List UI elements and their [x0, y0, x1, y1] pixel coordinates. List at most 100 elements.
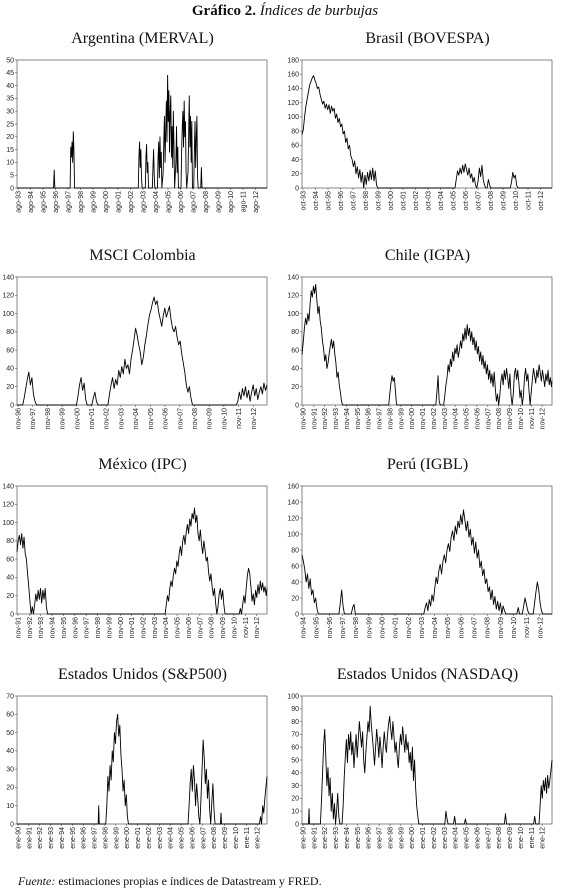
- x-tick-label: ene-97: [377, 827, 384, 849]
- y-tick-label: 60: [6, 347, 14, 354]
- plot-frame: [16, 59, 268, 189]
- x-tick-label: ene-10: [518, 827, 525, 849]
- y-tick-label: 140: [2, 483, 14, 490]
- x-tick-label: ago-96: [53, 191, 60, 213]
- x-tick-label: ene-01: [135, 827, 142, 849]
- y-tick-label: 30: [291, 783, 299, 790]
- series-line: [16, 507, 268, 615]
- x-tick-label: nov-04: [133, 408, 140, 430]
- y-tick-label: 0: [10, 402, 14, 409]
- chart-panel-brasil: Brasil (BOVESPA) 0 20 40 60 80 100 120 140 160 18…: [285, 30, 570, 240]
- y-tick-label: 180: [287, 57, 299, 64]
- x-tick-label: oct-08: [488, 191, 495, 211]
- x-tick-label: nov-03: [442, 408, 449, 430]
- x-tick-label: ene-90: [301, 827, 308, 849]
- x-tick-label: ene-09: [222, 827, 229, 849]
- x-tick-label: nov-10: [518, 408, 525, 430]
- x-tick-label: ene-96: [81, 827, 88, 849]
- x-tick-label: ago-97: [66, 191, 73, 213]
- plot-frame: [301, 485, 553, 615]
- y-tick-label: 60: [291, 143, 299, 150]
- x-tick-label: ago-06: [178, 191, 185, 213]
- y-tick-label: 100: [287, 693, 299, 700]
- x-tick-label: nov-10: [231, 617, 238, 639]
- chart-title: México (IPC): [98, 456, 187, 473]
- y-tick-label: 30: [6, 766, 14, 773]
- x-tick-label: nov-01: [393, 617, 400, 639]
- y-tick-label: 60: [291, 745, 299, 752]
- x-tick-label: nov-98: [387, 408, 394, 430]
- figure-source: Fuente: estimaciones propias e índices d…: [18, 874, 322, 889]
- x-tick-label: nov-91: [16, 617, 23, 639]
- x-tick-label: ene-91: [26, 827, 33, 849]
- y-tick-label: 100: [287, 114, 299, 121]
- series-line: [302, 705, 553, 825]
- y-tick-label: 40: [6, 575, 14, 582]
- y-tick-label: 20: [291, 796, 299, 803]
- x-tick-label: ago-02: [128, 191, 135, 213]
- chart-svg: 0 10 20 30 40 50 60 70 ene-90 ene-91 ene-92 ene-93 e…: [6, 693, 268, 849]
- x-tick-label: ago-07: [191, 191, 198, 213]
- x-tick-label: ene-98: [102, 827, 109, 849]
- x-tick-label: oct-10: [513, 191, 520, 211]
- x-tick-label: nov-00: [118, 617, 125, 639]
- x-tick-label: nov-97: [340, 617, 347, 639]
- x-tick-label: nov-06: [186, 617, 193, 639]
- y-tick-label: 40: [6, 83, 14, 90]
- x-tick-label: nov-98: [45, 408, 52, 430]
- x-tick-label: oct-11: [526, 191, 533, 210]
- x-tick-label: ago-05: [166, 191, 173, 213]
- x-tick-label: ene-93: [333, 827, 340, 849]
- x-tick-label: ene-09: [507, 827, 514, 849]
- x-tick-label: nov-90: [301, 408, 308, 430]
- x-tick-label: oct-97: [351, 191, 358, 211]
- x-tick-label: nov-12: [540, 408, 547, 430]
- y-tick-label: 0: [10, 611, 14, 618]
- x-tick-label: nov-03: [118, 408, 125, 430]
- y-tick-label: 140: [287, 274, 299, 281]
- x-tick-label: ene-06: [189, 827, 196, 849]
- x-tick-label: ene-01: [420, 827, 427, 849]
- x-tick-label: nov-12: [537, 617, 544, 639]
- x-tick-label: nov-04: [163, 617, 170, 639]
- x-tick-label: nov-99: [106, 617, 113, 639]
- x-tick-label: nov-98: [353, 617, 360, 639]
- x-tick-label: ene-12: [255, 827, 262, 849]
- y-tick-label: 50: [6, 57, 14, 64]
- y-tick-label: 35: [6, 96, 14, 103]
- x-tick-label: ene-06: [474, 827, 481, 849]
- x-tick-label: nov-95: [61, 617, 68, 639]
- x-tick-label: oct-98: [363, 191, 370, 211]
- x-tick-label: ene-00: [409, 827, 416, 849]
- y-tick-label: 80: [291, 719, 299, 726]
- y-tick-label: 10: [291, 809, 299, 816]
- x-tick-label: ene-10: [233, 827, 240, 849]
- series-line: [17, 74, 267, 189]
- x-tick-label: nov-00: [409, 408, 416, 430]
- x-tick-label: ene-97: [92, 827, 99, 849]
- x-tick-label: nov-12: [254, 617, 261, 639]
- y-tick-label: 0: [10, 821, 14, 828]
- x-tick-label: ene-93: [48, 827, 55, 849]
- x-tick-label: ene-00: [124, 827, 131, 849]
- x-tick-label: ago-03: [141, 191, 148, 213]
- y-tick-label: 10: [6, 160, 14, 167]
- source-label: Fuente:: [18, 874, 56, 888]
- x-tick-label: ene-92: [37, 827, 44, 849]
- x-tick-label: ago-95: [41, 191, 48, 213]
- x-tick-label: nov-99: [366, 617, 373, 639]
- y-tick-label: 160: [287, 483, 299, 490]
- x-tick-label: nov-03: [419, 617, 426, 639]
- y-tick-label: 60: [6, 712, 14, 719]
- x-tick-label: ago-98: [78, 191, 85, 213]
- y-tick-label: 140: [2, 274, 14, 281]
- x-tick-label: oct-95: [326, 191, 333, 211]
- x-tick-label: oct-99: [376, 191, 383, 211]
- x-tick-label: ago-08: [203, 191, 210, 213]
- y-tick-label: 80: [6, 329, 14, 336]
- chart-svg: 0 5 10 15 20 25 30 35 40 45 50 ago-93 ago-94 ago-95 ag…: [6, 57, 268, 213]
- x-tick-label: nov-07: [177, 408, 184, 430]
- chart-svg: 0 10 20 30 40 50 60 70 80 90 100 ene-90 ene-91 ene-92…: [287, 693, 553, 849]
- x-tick-label: nov-09: [507, 408, 514, 430]
- y-tick-label: 40: [6, 366, 14, 373]
